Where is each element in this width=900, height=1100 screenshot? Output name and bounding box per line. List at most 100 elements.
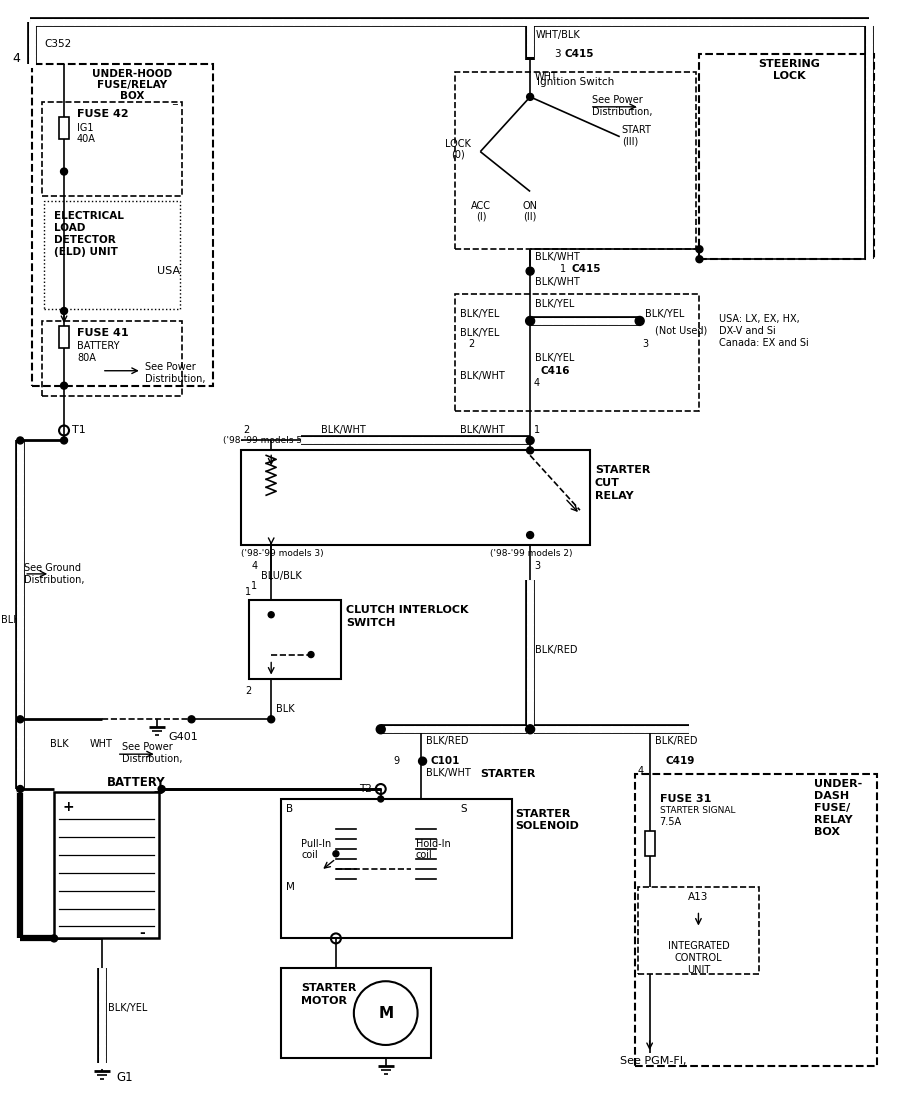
Text: 3: 3 bbox=[534, 561, 540, 571]
Text: STARTER SIGNAL: STARTER SIGNAL bbox=[660, 806, 735, 815]
Bar bbox=[42, 321, 182, 396]
Circle shape bbox=[188, 716, 195, 723]
Text: START: START bbox=[622, 124, 652, 134]
Text: BLK/YEL: BLK/YEL bbox=[644, 309, 684, 319]
Text: coil: coil bbox=[302, 849, 318, 860]
Text: STARTER: STARTER bbox=[302, 983, 356, 993]
Text: ELECTRICAL: ELECTRICAL bbox=[54, 211, 124, 221]
Text: SWITCH: SWITCH bbox=[346, 618, 395, 628]
Text: BLK/WHT: BLK/WHT bbox=[426, 768, 471, 778]
Circle shape bbox=[526, 725, 535, 734]
Circle shape bbox=[308, 651, 314, 658]
Text: Distribution,: Distribution, bbox=[592, 107, 652, 117]
Text: C416: C416 bbox=[540, 365, 570, 376]
Text: 1: 1 bbox=[251, 581, 257, 591]
Bar bbox=[699, 54, 874, 260]
Text: RELAY: RELAY bbox=[814, 815, 852, 825]
Bar bbox=[455, 294, 699, 410]
Circle shape bbox=[526, 437, 534, 444]
Text: CLUTCH INTERLOCK: CLUTCH INTERLOCK bbox=[346, 605, 468, 615]
Text: S: S bbox=[461, 804, 467, 814]
Bar bbox=[59, 117, 69, 139]
Text: C419: C419 bbox=[666, 756, 695, 766]
Text: (III): (III) bbox=[622, 136, 638, 146]
Text: 4: 4 bbox=[13, 52, 20, 65]
Circle shape bbox=[60, 382, 68, 389]
Text: DX-V and Si: DX-V and Si bbox=[719, 326, 776, 336]
Text: coil: coil bbox=[416, 849, 432, 860]
Text: T2: T2 bbox=[359, 784, 372, 794]
Text: G1: G1 bbox=[117, 1071, 133, 1085]
Circle shape bbox=[526, 317, 535, 326]
Text: RELAY: RELAY bbox=[595, 492, 634, 502]
Bar bbox=[455, 72, 697, 250]
Text: BATTERY: BATTERY bbox=[77, 341, 120, 351]
Text: 4: 4 bbox=[251, 561, 257, 571]
Text: FUSE 31: FUSE 31 bbox=[660, 794, 711, 804]
Text: ('98-'99 models 3): ('98-'99 models 3) bbox=[241, 550, 324, 559]
Bar bbox=[42, 102, 182, 197]
Text: BLK/RED: BLK/RED bbox=[536, 645, 578, 654]
Bar bbox=[32, 64, 213, 386]
Text: G401: G401 bbox=[168, 733, 198, 742]
Circle shape bbox=[696, 255, 703, 263]
Circle shape bbox=[333, 850, 339, 857]
Text: WHT/BLK: WHT/BLK bbox=[536, 30, 580, 40]
Text: (ELD) UNIT: (ELD) UNIT bbox=[54, 248, 118, 257]
Circle shape bbox=[50, 935, 58, 942]
Text: -: - bbox=[140, 926, 146, 940]
Text: BLK/WHT: BLK/WHT bbox=[461, 371, 505, 381]
Text: ON: ON bbox=[523, 201, 537, 211]
Text: WHT: WHT bbox=[536, 72, 558, 81]
Circle shape bbox=[526, 94, 534, 100]
Text: ('98-'99 models 2): ('98-'99 models 2) bbox=[491, 550, 572, 559]
Text: BLK: BLK bbox=[50, 739, 68, 749]
Circle shape bbox=[635, 317, 644, 326]
Text: 3: 3 bbox=[643, 339, 649, 349]
Text: 7.5A: 7.5A bbox=[660, 817, 681, 827]
Bar bbox=[54, 792, 158, 938]
Text: ('98-'99 models 5): ('98-'99 models 5) bbox=[223, 436, 306, 444]
Text: WHT: WHT bbox=[90, 739, 112, 749]
Text: See Power: See Power bbox=[122, 742, 173, 752]
Circle shape bbox=[158, 785, 165, 792]
Text: STARTER: STARTER bbox=[595, 465, 650, 475]
Text: See Power: See Power bbox=[592, 95, 643, 104]
Circle shape bbox=[60, 437, 68, 444]
Text: 4: 4 bbox=[533, 377, 539, 387]
Text: BLK/WHT: BLK/WHT bbox=[321, 426, 365, 436]
Text: USA: LX, EX, HX,: USA: LX, EX, HX, bbox=[719, 314, 800, 323]
Bar bbox=[59, 326, 69, 348]
Circle shape bbox=[418, 757, 427, 766]
Bar bbox=[644, 830, 654, 856]
Text: (0): (0) bbox=[452, 150, 465, 160]
Text: C415: C415 bbox=[572, 264, 601, 274]
Text: STARTER: STARTER bbox=[515, 808, 571, 818]
Text: BLK/YEL: BLK/YEL bbox=[461, 328, 500, 338]
Bar bbox=[241, 450, 590, 544]
Text: UNDER-HOOD: UNDER-HOOD bbox=[92, 69, 172, 79]
Text: LOCK: LOCK bbox=[446, 139, 472, 148]
Text: Ignition Switch: Ignition Switch bbox=[537, 77, 615, 87]
Text: STARTER: STARTER bbox=[481, 769, 536, 779]
Text: USA: USA bbox=[157, 266, 180, 276]
Circle shape bbox=[696, 245, 703, 253]
Text: 2: 2 bbox=[246, 686, 251, 696]
Text: 2: 2 bbox=[468, 339, 474, 349]
Circle shape bbox=[268, 612, 274, 618]
Text: SOLENOID: SOLENOID bbox=[515, 821, 579, 830]
Text: BLK/YEL: BLK/YEL bbox=[536, 353, 574, 363]
Circle shape bbox=[60, 308, 68, 315]
Text: Canada: EX and Si: Canada: EX and Si bbox=[719, 338, 809, 348]
Text: 3: 3 bbox=[554, 50, 561, 59]
Text: See PGM-FI,: See PGM-FI, bbox=[620, 1056, 687, 1066]
Text: 1: 1 bbox=[560, 264, 566, 274]
Text: BLK/YEL: BLK/YEL bbox=[461, 309, 500, 319]
Circle shape bbox=[376, 725, 385, 734]
Text: BOX: BOX bbox=[814, 827, 840, 837]
Circle shape bbox=[378, 796, 383, 802]
Text: BLK/YEL: BLK/YEL bbox=[108, 1003, 148, 1013]
Text: 1: 1 bbox=[534, 426, 540, 436]
Bar bbox=[44, 201, 180, 309]
Bar bbox=[638, 887, 760, 975]
